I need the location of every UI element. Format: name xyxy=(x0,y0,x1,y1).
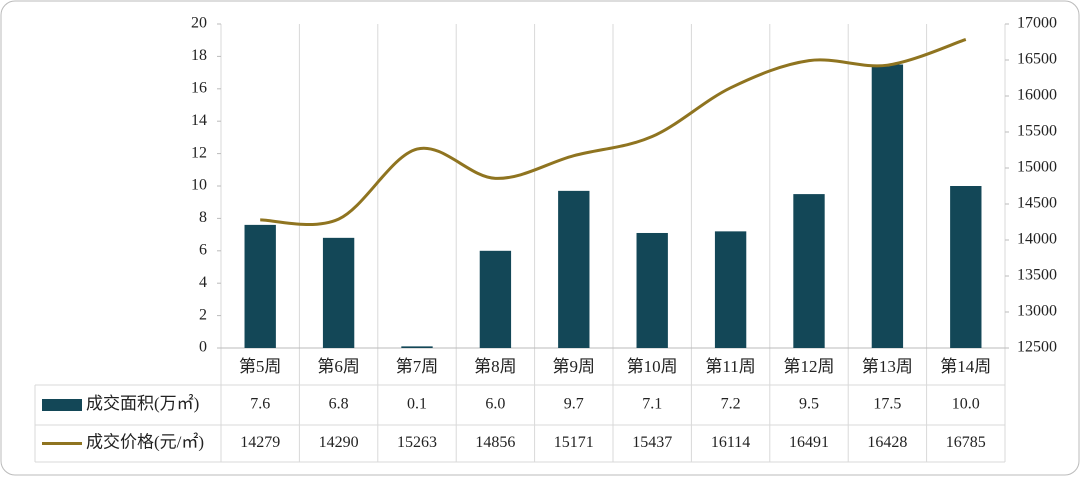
bar xyxy=(401,346,433,348)
table-value: 17.5 xyxy=(873,396,901,413)
y2-tick-label: 14000 xyxy=(1017,231,1057,248)
bar xyxy=(244,224,276,348)
x-tick-label: 第8周 xyxy=(474,357,517,376)
bar xyxy=(793,194,825,348)
x-tick-label: 第5周 xyxy=(239,357,282,376)
y2-tick-label: 15000 xyxy=(1017,159,1057,176)
y2-tick-label: 13500 xyxy=(1017,267,1057,284)
x-tick-label: 第13周 xyxy=(862,357,913,376)
y2-tick-label: 14500 xyxy=(1017,195,1057,212)
table-value: 16785 xyxy=(946,434,986,451)
table-value: 9.7 xyxy=(564,396,584,413)
line xyxy=(260,38,967,226)
table-value: 15171 xyxy=(554,434,594,451)
x-tick-label: 第7周 xyxy=(396,357,439,376)
bar xyxy=(636,232,668,348)
y2-tick-label: 16500 xyxy=(1017,51,1057,68)
y-tick-label: 4 xyxy=(199,274,207,291)
y-tick-label: 16 xyxy=(191,79,207,96)
bar xyxy=(322,237,355,348)
table-value: 7.1 xyxy=(642,396,662,413)
table-value: 0.1 xyxy=(407,396,427,413)
y-tick-label: 2 xyxy=(199,306,207,323)
legend-label: 成交面积(万㎡) xyxy=(86,394,199,413)
table-value: 7.2 xyxy=(721,396,741,413)
x-tick-label: 第9周 xyxy=(553,357,596,376)
y-tick-label: 6 xyxy=(199,241,207,258)
y-tick-label: 18 xyxy=(191,47,207,64)
table-value: 16114 xyxy=(711,434,750,451)
table-value: 7.6 xyxy=(250,396,270,413)
table-value: 14290 xyxy=(319,434,359,451)
bar xyxy=(950,186,982,348)
y2-tick-label: 15500 xyxy=(1017,123,1057,140)
table-value: 6.0 xyxy=(485,396,505,413)
x-tick-label: 第6周 xyxy=(317,357,360,376)
table-value: 14856 xyxy=(475,434,515,451)
table-value: 9.5 xyxy=(799,396,819,413)
legend-label: 成交价格(元/㎡) xyxy=(86,432,204,451)
bar xyxy=(714,231,747,348)
y2-tick-label: 12500 xyxy=(1017,339,1057,356)
y2-tick-label: 16000 xyxy=(1017,87,1057,104)
x-tick-label: 第14周 xyxy=(940,357,991,376)
y-tick-label: 20 xyxy=(191,15,207,32)
y-tick-label: 12 xyxy=(191,144,207,161)
table-value: 16428 xyxy=(867,434,907,451)
x-tick-label: 第12周 xyxy=(784,357,835,376)
y-tick-label: 0 xyxy=(199,339,207,356)
table-value: 16491 xyxy=(789,434,829,451)
y2-tick-label: 13000 xyxy=(1017,303,1057,320)
y-tick-label: 10 xyxy=(191,177,207,194)
table-value: 15263 xyxy=(397,434,437,451)
table-value: 10.0 xyxy=(952,396,980,413)
x-tick-label: 第11周 xyxy=(705,357,755,376)
y2-tick-label: 17000 xyxy=(1017,15,1057,32)
legend-swatch xyxy=(42,399,82,411)
bar xyxy=(479,250,512,348)
table-value: 6.8 xyxy=(329,396,349,413)
table-value: 14279 xyxy=(240,434,280,451)
table-value: 15437 xyxy=(632,434,672,451)
bar xyxy=(558,190,590,348)
bar xyxy=(871,64,904,348)
x-tick-label: 第10周 xyxy=(627,357,678,376)
y-tick-label: 14 xyxy=(191,112,207,129)
y-tick-label: 8 xyxy=(199,209,207,226)
